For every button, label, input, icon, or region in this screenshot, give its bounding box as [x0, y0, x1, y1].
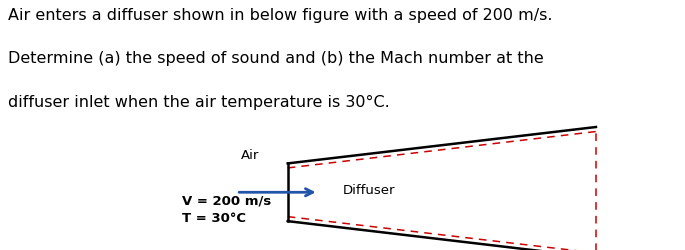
- Text: Air: Air: [241, 148, 259, 161]
- Text: V = 200 m/s: V = 200 m/s: [182, 194, 271, 207]
- Text: T = 30°C: T = 30°C: [182, 211, 245, 224]
- Text: Determine (a) the speed of sound and (b) the Mach number at the: Determine (a) the speed of sound and (b)…: [8, 51, 544, 66]
- Text: Air enters a diffuser shown in below figure with a speed of 200 m/s.: Air enters a diffuser shown in below fig…: [8, 8, 553, 22]
- Text: Diffuser: Diffuser: [342, 184, 395, 196]
- Text: diffuser inlet when the air temperature is 30°C.: diffuser inlet when the air temperature …: [8, 95, 390, 110]
